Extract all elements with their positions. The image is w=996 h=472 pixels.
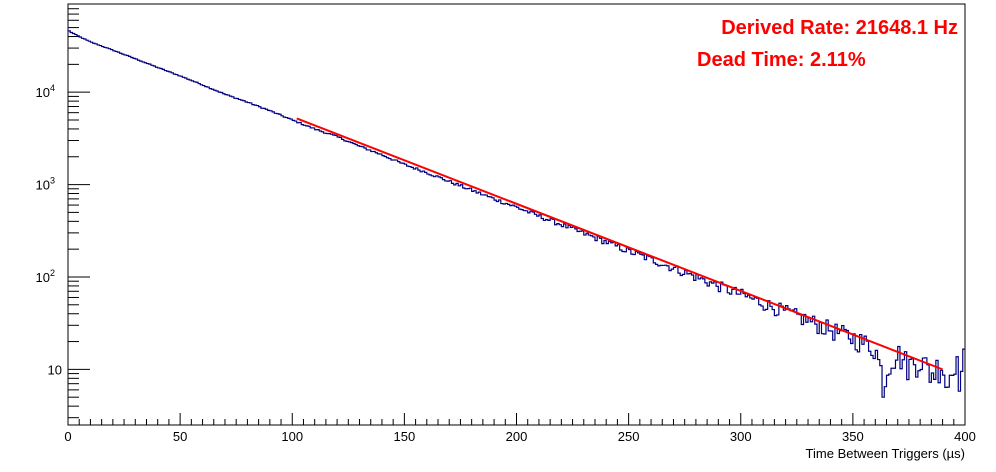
- dead-time-label: Dead Time: 2.11%: [697, 49, 866, 71]
- x-tick-label: 400: [954, 429, 976, 444]
- x-tick-label: 150: [394, 429, 416, 444]
- x-tick-label: 300: [730, 429, 752, 444]
- y-tick-label: 102: [36, 268, 55, 285]
- y-tick-label: 10: [48, 362, 62, 377]
- x-tick-label: 350: [842, 429, 864, 444]
- x-tick-label: 250: [618, 429, 640, 444]
- x-axis-label: Time Between Triggers (µs): [806, 446, 965, 461]
- x-axis: 0 50 100 150 200 250 300 350 400: [64, 413, 976, 444]
- y-tick-label: 103: [36, 176, 55, 193]
- y-tick-label: 104: [36, 83, 55, 100]
- y-axis: 10 102 103 104: [36, 3, 90, 419]
- x-tick-label: 100: [281, 429, 303, 444]
- x-tick-label: 50: [173, 429, 187, 444]
- x-tick-label: 200: [506, 429, 528, 444]
- derived-rate-label: Derived Rate: 21648.1 Hz: [721, 17, 958, 39]
- x-tick-label: 0: [64, 429, 71, 444]
- fit-line: [296, 117, 943, 371]
- histogram-series: [68, 30, 965, 398]
